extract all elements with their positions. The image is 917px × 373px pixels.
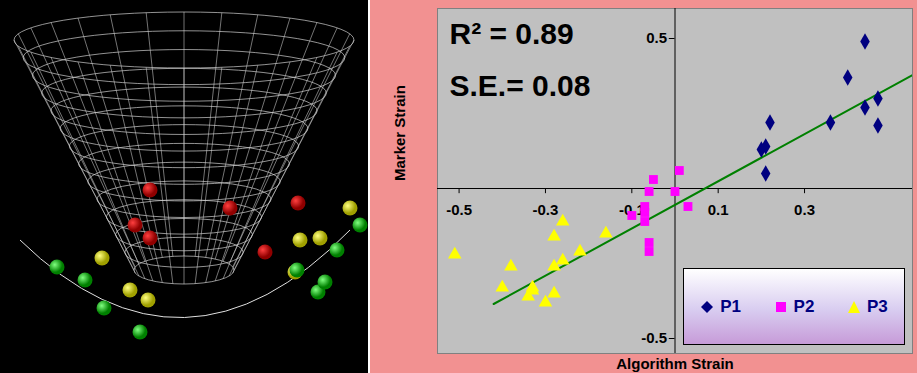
html-text:P1: P1 [720,296,742,316]
svg-text:-0.5: -0.5 [446,201,472,218]
svg-text:0.3: 0.3 [794,201,815,218]
svg-text:Marker Strain: Marker Strain [391,85,408,181]
html-text:P3: P3 [866,296,888,316]
svg-text:R² = 0.89: R² = 0.89 [450,17,574,50]
svg-text:0.5: 0.5 [646,29,667,46]
svg-text:0.1: 0.1 [708,201,729,218]
svg-text:-0.3: -0.3 [533,201,559,218]
svg-text:Algorithm Strain: Algorithm Strain [616,355,734,372]
svg-text:-0.5: -0.5 [641,329,667,346]
svg-text:S.E.= 0.08: S.E.= 0.08 [450,69,591,102]
html-text:P2: P2 [793,296,815,316]
